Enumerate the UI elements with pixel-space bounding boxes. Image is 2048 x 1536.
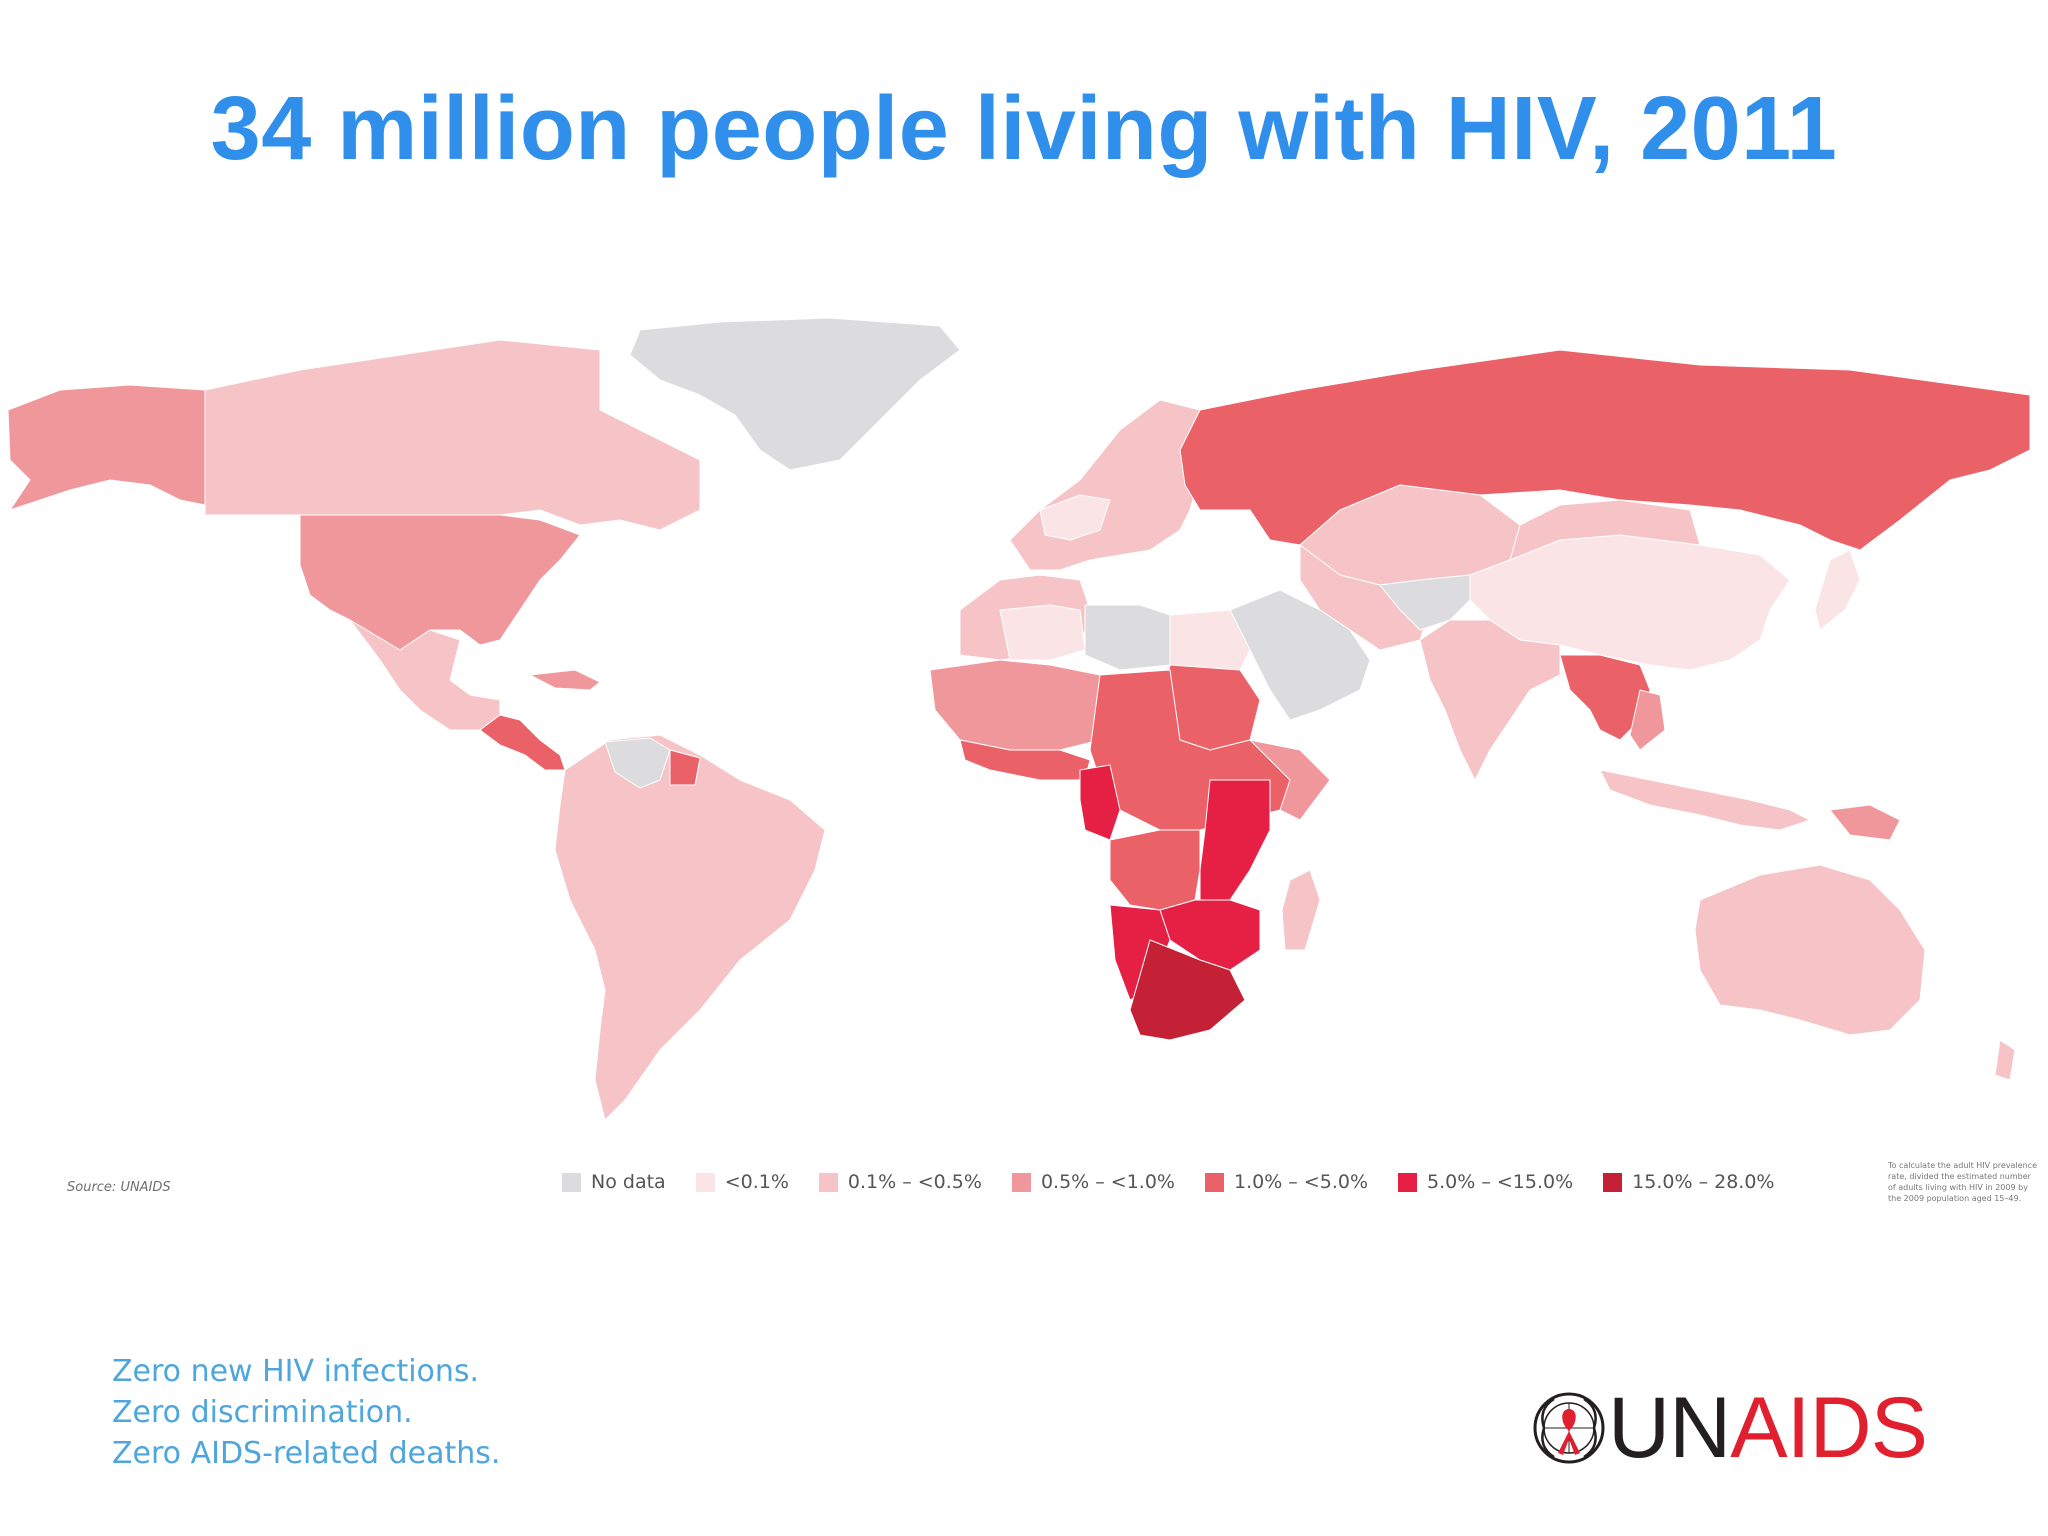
legend-item: 1.0% – <5.0% xyxy=(1204,1171,1369,1193)
region-western-europe xyxy=(1039,494,1111,541)
region-south-africa xyxy=(1129,939,1246,1041)
legend-swatch xyxy=(818,1172,838,1192)
legend-label: 0.5% – <1.0% xyxy=(1040,1171,1175,1193)
region-new-zealand xyxy=(1994,1039,2016,1081)
region-indonesia xyxy=(1599,769,1811,831)
region-papua-new-guinea xyxy=(1829,804,1901,841)
source-credit: Source: UNAIDS xyxy=(67,1180,171,1195)
region-europe xyxy=(1009,399,1201,571)
unaids-logo: UNAIDS xyxy=(1530,1385,1928,1471)
legend-item: 15.0% – 28.0% xyxy=(1603,1171,1774,1193)
region-greenland xyxy=(629,317,961,471)
legend-swatch xyxy=(1204,1172,1224,1192)
region-libya-no-data xyxy=(1084,604,1171,671)
footnote: To calculate the adult HIV prevalence ra… xyxy=(1888,1161,2037,1203)
region-angola-zambia xyxy=(1109,829,1201,911)
region-south-america xyxy=(554,734,826,1121)
legend-swatch xyxy=(562,1172,581,1192)
legend-label: No data xyxy=(591,1171,666,1193)
region-north-africa-low xyxy=(999,604,1086,661)
region-east-africa xyxy=(1199,779,1271,911)
tagline-line: Zero discrimination. xyxy=(112,1395,413,1430)
region-mongolia xyxy=(1509,499,1701,561)
region-alaska xyxy=(7,384,206,511)
region-central-america xyxy=(479,714,566,771)
region-southeast-asia xyxy=(1559,654,1651,741)
world-map-svg xyxy=(7,317,2031,1121)
region-canada xyxy=(204,339,701,531)
legend-swatch xyxy=(1603,1172,1623,1192)
region-mexico xyxy=(349,619,501,731)
region-japan xyxy=(1814,549,1861,631)
tagline-line: Zero AIDS-related deaths. xyxy=(112,1436,501,1471)
legend-label: 15.0% – 28.0% xyxy=(1632,1171,1775,1193)
legend-item: <0.1% xyxy=(695,1171,789,1193)
legend-item: 0.1% – <0.5% xyxy=(818,1171,982,1193)
legend-swatch xyxy=(695,1172,715,1192)
legend-item: 0.5% – <1.0% xyxy=(1011,1171,1175,1193)
region-suriname xyxy=(669,749,701,786)
world-map xyxy=(0,310,2048,1180)
legend-swatch xyxy=(1398,1172,1418,1192)
legend-label: 5.0% – <15.0% xyxy=(1427,1171,1574,1193)
page-title: 34 million people living with HIV, 2011 xyxy=(210,79,1838,179)
region-afghanistan-no-data xyxy=(1379,574,1471,631)
region-india xyxy=(1419,619,1561,781)
logo-wordmark: UNAIDS xyxy=(1608,1385,1928,1471)
region-australia xyxy=(1694,864,1926,1036)
legend-swatch xyxy=(1011,1172,1031,1192)
legend-item: No data xyxy=(562,1171,666,1193)
un-emblem-icon xyxy=(1533,1392,1605,1464)
legend: No data <0.1% 0.1% – <0.5% 0.5% – <1.0% … xyxy=(562,1171,1804,1193)
tagline-line: Zero new HIV infections. xyxy=(112,1354,480,1389)
region-arabia-no-data xyxy=(1229,589,1371,721)
logo-aids-text: AIDS xyxy=(1730,1380,1928,1476)
region-madagascar xyxy=(1281,869,1321,951)
legend-item: 5.0% – <15.0% xyxy=(1398,1171,1573,1193)
region-russia xyxy=(1179,349,2031,551)
region-united-states xyxy=(299,514,581,651)
region-caribbean xyxy=(529,669,601,691)
region-zimbabwe-mozambique xyxy=(1159,899,1261,971)
legend-label: 1.0% – <5.0% xyxy=(1233,1171,1369,1193)
region-vietnam xyxy=(1629,689,1666,751)
region-horn-of-africa xyxy=(1249,739,1331,821)
legend-label: 0.1% – <0.5% xyxy=(847,1171,982,1193)
legend-label: <0.1% xyxy=(724,1171,789,1193)
logo-un-text: UN xyxy=(1608,1380,1731,1476)
region-guianas-no-data xyxy=(604,737,671,789)
tagline: Zero new HIV infections. Zero discrimina… xyxy=(112,1351,500,1474)
